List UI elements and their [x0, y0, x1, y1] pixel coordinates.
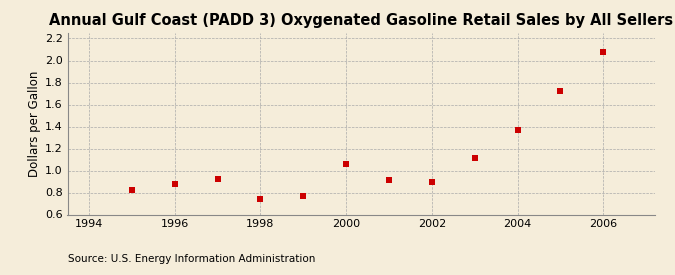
Point: [383, 178, 394, 183]
Point: [341, 162, 352, 166]
Text: Source: U.S. Energy Information Administration: Source: U.S. Energy Information Administ…: [68, 254, 315, 264]
Point: [598, 50, 609, 54]
Point: [169, 182, 180, 186]
Point: [555, 89, 566, 94]
Point: [427, 179, 437, 184]
Point: [126, 188, 137, 192]
Point: [212, 177, 223, 182]
Point: [298, 194, 308, 198]
Title: Annual Gulf Coast (PADD 3) Oxygenated Gasoline Retail Sales by All Sellers: Annual Gulf Coast (PADD 3) Oxygenated Ga…: [49, 13, 673, 28]
Point: [255, 197, 266, 201]
Point: [469, 156, 480, 161]
Point: [512, 128, 523, 132]
Y-axis label: Dollars per Gallon: Dollars per Gallon: [28, 71, 40, 177]
